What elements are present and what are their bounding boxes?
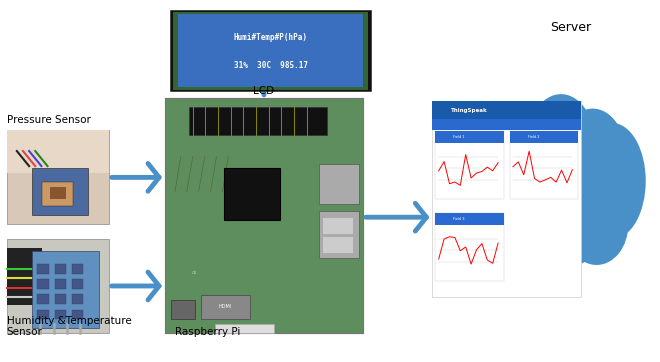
Bar bbox=[323, 218, 353, 234]
Bar bbox=[165, 98, 363, 333]
Bar bbox=[32, 251, 99, 328]
Bar bbox=[72, 294, 83, 304]
Bar bbox=[173, 12, 368, 90]
Text: Raspberry Pi: Raspberry Pi bbox=[175, 327, 240, 337]
Ellipse shape bbox=[496, 109, 562, 201]
Bar bbox=[7, 248, 42, 305]
Ellipse shape bbox=[565, 184, 628, 265]
Ellipse shape bbox=[528, 94, 594, 187]
Bar bbox=[32, 168, 88, 215]
Ellipse shape bbox=[498, 109, 624, 268]
Bar bbox=[72, 310, 83, 319]
Ellipse shape bbox=[477, 123, 543, 239]
Bar bbox=[7, 239, 109, 333]
Bar bbox=[72, 279, 83, 289]
Ellipse shape bbox=[579, 123, 645, 239]
Text: LCD: LCD bbox=[253, 86, 275, 96]
Bar bbox=[37, 310, 49, 319]
Bar bbox=[50, 187, 66, 199]
Bar bbox=[37, 279, 49, 289]
Bar bbox=[55, 279, 66, 289]
Text: Field 2: Field 2 bbox=[528, 135, 539, 139]
Bar bbox=[178, 14, 363, 87]
Text: Humidity &Temperature
Sensor: Humidity &Temperature Sensor bbox=[7, 316, 131, 337]
Bar bbox=[510, 131, 578, 143]
Bar bbox=[214, 324, 274, 333]
Text: Server: Server bbox=[550, 21, 591, 34]
Bar bbox=[55, 294, 66, 304]
Bar bbox=[42, 182, 73, 206]
Bar bbox=[7, 130, 109, 224]
Text: Pressure Sensor: Pressure Sensor bbox=[7, 115, 90, 125]
Bar bbox=[55, 310, 66, 319]
Bar bbox=[189, 107, 327, 135]
Ellipse shape bbox=[494, 184, 557, 265]
Ellipse shape bbox=[525, 194, 597, 269]
Bar bbox=[510, 131, 578, 199]
Bar bbox=[432, 101, 581, 119]
Text: ThingSpeak: ThingSpeak bbox=[451, 108, 488, 113]
Bar bbox=[170, 10, 371, 91]
Text: Field 3: Field 3 bbox=[453, 217, 465, 221]
Bar bbox=[319, 164, 359, 203]
Bar bbox=[165, 98, 363, 333]
Bar bbox=[319, 211, 359, 258]
Bar bbox=[323, 237, 353, 253]
Bar bbox=[436, 213, 504, 225]
Bar bbox=[37, 294, 49, 304]
Bar bbox=[201, 295, 250, 319]
Bar bbox=[72, 264, 83, 274]
Bar bbox=[171, 300, 195, 319]
Text: Humi#Temp#P(hPa): Humi#Temp#P(hPa) bbox=[234, 33, 308, 42]
Bar bbox=[7, 130, 109, 173]
Bar bbox=[224, 168, 280, 220]
Bar bbox=[436, 131, 504, 199]
Text: 31%  30C  985.17: 31% 30C 985.17 bbox=[234, 61, 308, 70]
Bar bbox=[432, 101, 581, 297]
Text: HDMI: HDMI bbox=[218, 304, 232, 309]
Bar bbox=[432, 119, 581, 130]
Text: Field 1: Field 1 bbox=[453, 135, 465, 139]
Bar bbox=[37, 264, 49, 274]
Text: CE: CE bbox=[192, 271, 197, 275]
Bar bbox=[436, 131, 504, 143]
Ellipse shape bbox=[560, 109, 626, 201]
Bar bbox=[436, 213, 504, 281]
Bar bbox=[55, 264, 66, 274]
